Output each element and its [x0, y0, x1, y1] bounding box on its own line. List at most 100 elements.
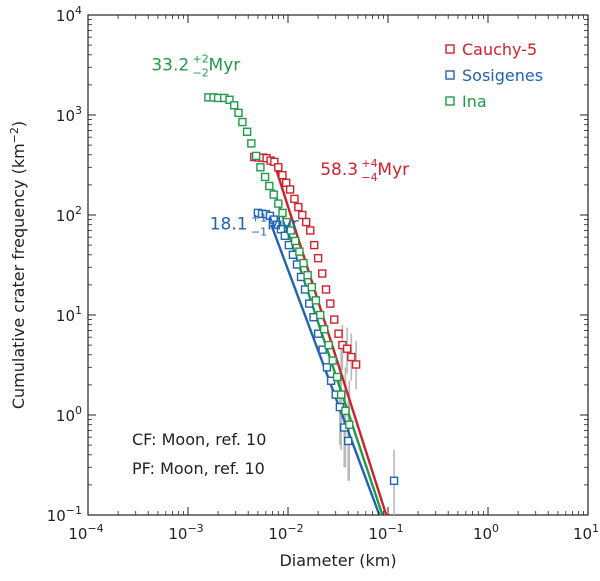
tick-labels: 10−4 10−3 10−2 10−1 100 10110−110010110210310… — [47, 4, 599, 543]
legend-marker-sosigenes — [445, 70, 455, 80]
point-cauchy-5 — [330, 315, 339, 324]
y-tick-label: 101 — [56, 304, 82, 325]
point-cauchy-5 — [351, 360, 361, 369]
point-ina — [299, 258, 308, 268]
legend-label-sosigenes: Sosigenes — [462, 66, 543, 85]
x-tick-base: 10 — [368, 525, 387, 543]
point-sosigenes — [300, 285, 310, 294]
x-tick-exponent: −1 — [387, 522, 403, 535]
data-points — [204, 93, 399, 485]
point-sosigenes — [344, 436, 353, 446]
y-tick-base: 10 — [56, 307, 75, 325]
y-tick-label: 100 — [56, 404, 82, 425]
x-tick-label: 100 — [473, 522, 499, 543]
x-tick-base: 10 — [68, 525, 87, 543]
age-label-sosigenes: 18.1 — [210, 214, 248, 234]
point-cauchy-5 — [278, 171, 287, 180]
point-sosigenes — [309, 313, 318, 322]
point-cauchy-5 — [342, 344, 352, 353]
point-sosigenes — [322, 363, 332, 372]
age-label-cauchy-5: 58.3 — [320, 160, 358, 180]
legend-label-cauchy-5: Cauchy-5 — [462, 40, 537, 59]
point-sosigenes — [318, 345, 327, 354]
point-ina — [278, 208, 287, 218]
plot-frame — [87, 14, 589, 516]
y-axis-label: Cumulative crater frequency (km−2) — [8, 121, 28, 409]
point-ina — [311, 296, 321, 305]
point-ina — [238, 117, 247, 127]
point-ina — [282, 217, 291, 227]
y-axis-label-text: Cumulative crater frequency (km — [9, 143, 28, 409]
y-tick-exponent: 2 — [75, 204, 82, 217]
point-ina — [251, 151, 261, 161]
age-label-minus-sosigenes: −1 — [251, 225, 267, 238]
point-ina — [260, 172, 270, 182]
y-tick-base: 10 — [56, 207, 75, 225]
point-ina — [265, 181, 274, 191]
point-sosigenes — [389, 476, 399, 485]
x-tick-base: 10 — [168, 525, 187, 543]
x-tick-exponent: −3 — [187, 522, 203, 535]
point-cauchy-5 — [313, 253, 323, 263]
point-cauchy-5 — [334, 329, 343, 338]
point-ina — [307, 282, 317, 292]
point-ina — [225, 95, 234, 104]
point-cauchy-5 — [321, 285, 331, 294]
point-ina — [336, 390, 346, 399]
y-tick-exponent: 4 — [75, 4, 82, 17]
age-label-plus-cauchy-5: +4 — [361, 157, 377, 170]
age-label-unit-cauchy-5: Myr — [377, 160, 409, 180]
legend-marker-ina — [445, 96, 455, 106]
x-tick-exponent: −4 — [87, 522, 103, 535]
x-tick-base: 10 — [473, 525, 492, 543]
age-label-ina: 33.2 — [151, 55, 189, 75]
point-ina — [316, 310, 325, 320]
x-axis-label: Diameter (km) — [279, 551, 396, 570]
point-cauchy-5 — [282, 178, 291, 187]
point-ina — [303, 271, 312, 280]
y-tick-label: 103 — [56, 104, 82, 125]
x-tick-label: 10−3 — [168, 522, 203, 543]
point-cauchy-5 — [301, 217, 311, 227]
axis-ticks — [87, 14, 589, 516]
point-sosigenes — [313, 329, 323, 338]
point-cauchy-5 — [310, 240, 319, 250]
age-label-minus-ina: −2 — [193, 66, 209, 79]
point-ina — [328, 356, 337, 365]
point-ina — [319, 325, 329, 334]
point-ina — [256, 163, 265, 172]
point-ina — [286, 226, 296, 235]
point-ina — [324, 340, 333, 350]
age-label-unit-sosigenes: Myr — [267, 214, 299, 234]
point-ina — [242, 127, 252, 136]
x-tick-label: 10−2 — [268, 522, 303, 543]
point-ina — [345, 420, 354, 429]
point-cauchy-5 — [290, 194, 299, 204]
point-ina — [234, 108, 243, 118]
legend-label-ina: Ina — [462, 92, 487, 111]
y-tick-base: 10 — [56, 7, 75, 25]
point-ina — [230, 101, 239, 110]
y-tick-label: 102 — [56, 204, 82, 225]
y-tick-base: 10 — [56, 407, 75, 425]
annotation-pf: PF: Moon, ref. 10 — [132, 459, 265, 478]
age-label-unit-ina: Myr — [209, 55, 241, 75]
legend: Cauchy-5 Sosigenes Ina — [445, 40, 543, 111]
x-tick-label: 10−1 — [368, 522, 403, 543]
age-labels: 58.3 +4−4 Myr 18.1 +1−1 Myr 33.2 +2−2 Myr — [151, 52, 409, 238]
point-cauchy-5 — [326, 299, 335, 308]
legend-marker-cauchy-5 — [445, 44, 455, 54]
x-tick-exponent: −2 — [287, 522, 303, 535]
point-cauchy-5 — [306, 226, 315, 235]
y-tick-base: 10 — [56, 107, 75, 125]
point-sosigenes — [280, 231, 290, 240]
point-ina — [290, 236, 300, 246]
point-ina — [247, 139, 256, 148]
point-cauchy-5 — [285, 185, 295, 194]
x-tick-base: 10 — [268, 525, 287, 543]
point-cauchy-5 — [298, 210, 307, 220]
annotation-cf: CF: Moon, ref. 10 — [132, 430, 266, 449]
y-axis-label-exponent: −2 — [8, 127, 21, 143]
